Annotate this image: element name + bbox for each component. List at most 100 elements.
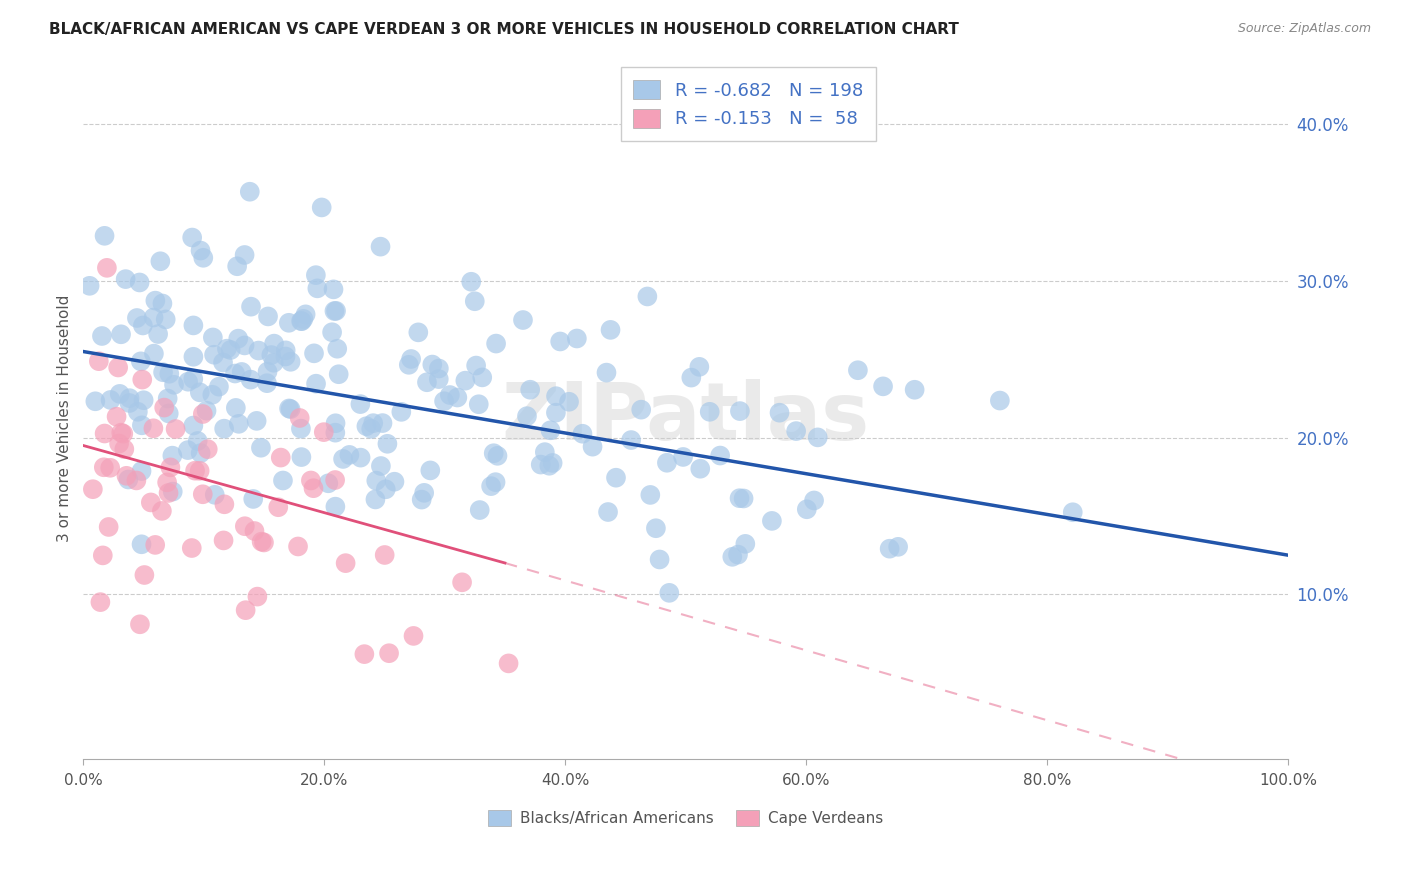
Point [904,383,927,397]
Point [127,405,149,419]
Point [235,603,257,617]
Point [215,342,238,356]
Point [323,473,346,487]
Point [202,348,225,362]
Point [325,304,347,318]
Point [225,401,247,415]
Point [274,350,297,364]
Point [548,334,571,349]
Point [370,240,392,254]
Point [139,495,162,509]
Point [688,359,710,374]
Point [228,417,250,431]
Legend: Blacks/African Americans, Cape Verdeans: Blacks/African Americans, Cape Verdeans [481,804,890,832]
Point [312,425,335,439]
Point [734,537,756,551]
Point [353,647,375,661]
Point [360,422,382,436]
Point [541,456,564,470]
Point [326,342,349,356]
Point [699,405,721,419]
Point [872,379,894,393]
Point [91,549,114,563]
Point [155,312,177,326]
Point [112,426,135,441]
Point [427,361,450,376]
Point [374,483,396,497]
Point [183,350,205,364]
Point [149,254,172,268]
Point [131,418,153,433]
Point [132,393,155,408]
Point [143,293,166,308]
Point [544,406,567,420]
Point [191,487,214,501]
Point [250,534,273,549]
Point [280,355,302,369]
Point [204,488,226,502]
Point [195,403,218,417]
Point [84,394,107,409]
Point [132,318,155,333]
Point [142,346,165,360]
Point [349,397,371,411]
Point [214,497,236,511]
Point [484,475,506,490]
Point [318,476,340,491]
Point [389,405,412,419]
Point [181,372,204,386]
Point [408,326,430,340]
Point [558,394,581,409]
Point [658,586,681,600]
Point [287,540,309,554]
Point [454,374,477,388]
Point [188,464,211,478]
Point [399,351,422,366]
Point [110,425,132,440]
Point [378,646,401,660]
Point [250,441,273,455]
Point [180,541,202,555]
Point [398,358,420,372]
Point [131,373,153,387]
Point [544,389,567,403]
Point [427,372,450,386]
Point [115,468,138,483]
Point [384,475,406,489]
Point [323,304,346,318]
Point [274,343,297,358]
Point [263,336,285,351]
Point [596,505,619,519]
Point [260,348,283,362]
Point [246,414,269,428]
Point [887,540,910,554]
Point [361,416,384,430]
Point [728,404,751,418]
Point [486,449,509,463]
Point [152,365,174,379]
Point [157,407,180,421]
Point [332,452,354,467]
Point [280,402,302,417]
Point [465,359,488,373]
Point [93,228,115,243]
Text: Source: ZipAtlas.com: Source: ZipAtlas.com [1237,22,1371,36]
Point [146,326,169,341]
Point [231,365,253,379]
Point [131,464,153,478]
Point [290,450,312,464]
Point [364,492,387,507]
Point [648,552,671,566]
Point [117,473,139,487]
Point [468,397,491,411]
Point [190,244,212,258]
Point [110,327,132,342]
Point [512,313,534,327]
Point [305,268,328,282]
Point [630,402,652,417]
Point [599,323,621,337]
Point [226,332,249,346]
Point [270,450,292,465]
Point [129,354,152,368]
Point [328,368,350,382]
